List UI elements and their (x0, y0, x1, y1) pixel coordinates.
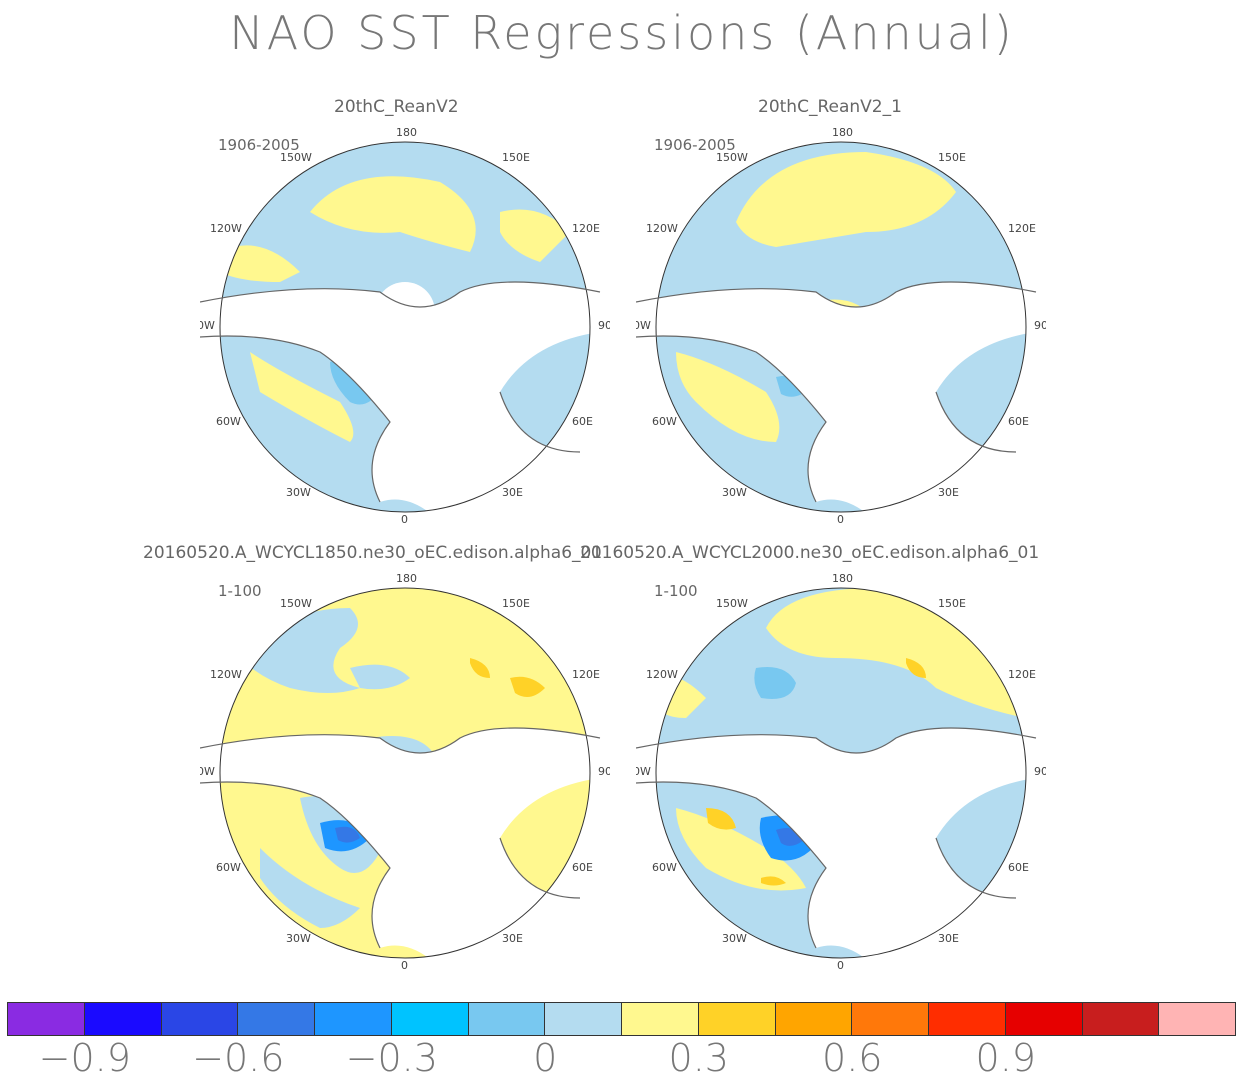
colorbar-box (237, 1002, 315, 1036)
lon-label: 180 (396, 126, 417, 139)
lon-label: 180 (832, 572, 853, 585)
lon-label: 90E (598, 765, 610, 778)
lon-label: 120E (1008, 222, 1036, 235)
lon-label: 180 (832, 126, 853, 139)
lon-label: 120W (646, 668, 678, 681)
colorbar-box (851, 1002, 929, 1036)
lon-label: 120W (210, 222, 242, 235)
lon-label: 120W (210, 668, 242, 681)
colorbar-box (928, 1002, 1006, 1036)
lon-label: 90W (636, 319, 651, 332)
colorbar-tick-label: −0.9 (38, 1036, 131, 1080)
panel-2-period: 1906-2005 (654, 136, 736, 154)
lon-label: 150W (280, 151, 312, 164)
panel-3-title: 20160520.A_WCYCL1850.ne30_oEC.edison.alp… (143, 543, 603, 563)
lon-label: 150W (716, 597, 748, 610)
panel-1-map: 180 150E 120E 90E 60E 30E 0 30W 60W 90W … (200, 126, 610, 526)
colorbar-box (390, 1002, 469, 1036)
colorbar-tick-label: −0.3 (345, 1036, 438, 1080)
colorbar-box (314, 1002, 392, 1036)
colorbar-box (1081, 1002, 1160, 1036)
panel-3-period: 1-100 (218, 582, 262, 600)
panel-4-title: 20160520.A_WCYCL2000.ne30_oEC.edison.alp… (580, 543, 1040, 563)
lon-label: 180 (396, 572, 417, 585)
colorbar-tick-label: 0.9 (975, 1036, 1036, 1080)
lon-label: 150E (502, 151, 530, 164)
lon-label: 150W (716, 151, 748, 164)
colorbar-box (83, 1002, 162, 1036)
colorbar-box (7, 1002, 85, 1036)
colorbar-tick-label: 0.6 (822, 1036, 883, 1080)
lon-label: 90E (1034, 319, 1046, 332)
lon-label: 150E (938, 151, 966, 164)
lon-label: 30W (286, 932, 311, 945)
lon-label: 120W (646, 222, 678, 235)
panel-1-period: 1906-2005 (218, 136, 300, 154)
panel-3-map: 180 150E 120E 90E 60E 30E 0 30W 60W 90W … (200, 572, 610, 972)
lon-label: 60W (652, 415, 677, 428)
lon-label: 0 (401, 513, 408, 526)
lon-label: 60E (1008, 415, 1029, 428)
lon-label: 30E (938, 486, 959, 499)
lon-label: 60E (572, 415, 593, 428)
panel-1-title: 20thC_ReanV2 (334, 97, 459, 117)
lon-label: 90E (598, 319, 610, 332)
lon-label: 120E (1008, 668, 1036, 681)
lon-label: 150E (502, 597, 530, 610)
lon-label: 0 (837, 513, 844, 526)
lon-label: 0 (837, 959, 844, 972)
lon-label: 150E (938, 597, 966, 610)
lon-label: 30E (502, 932, 523, 945)
panel-4-map: 180 150E 120E 90E 60E 30E 0 30W 60W 90W … (636, 572, 1046, 972)
lon-label: 60W (216, 415, 241, 428)
colorbar (7, 1002, 1236, 1036)
lon-label: 90W (636, 765, 651, 778)
lon-label: 120E (572, 668, 600, 681)
colorbar-box (1158, 1002, 1236, 1036)
lon-label: 120E (572, 222, 600, 235)
lon-label: 60W (652, 861, 677, 874)
lon-label: 30W (722, 932, 747, 945)
colorbar-tick-label: 0 (533, 1036, 558, 1080)
colorbar-box (544, 1002, 622, 1036)
colorbar-box (467, 1002, 546, 1036)
panel-2-title: 20thC_ReanV2_1 (758, 97, 902, 117)
lon-label: 60W (216, 861, 241, 874)
lon-label: 90W (200, 319, 215, 332)
colorbar-box (774, 1002, 853, 1036)
lon-label: 30E (938, 932, 959, 945)
lon-label: 30E (502, 486, 523, 499)
lon-label: 60E (572, 861, 593, 874)
colorbar-box (621, 1002, 699, 1036)
panel-4-period: 1-100 (654, 582, 698, 600)
colorbar-box (1004, 1002, 1083, 1036)
lon-label: 60E (1008, 861, 1029, 874)
colorbar-tick-label: 0.3 (668, 1036, 729, 1080)
colorbar-tick-label: −0.6 (192, 1036, 285, 1080)
lon-label: 90W (200, 765, 215, 778)
lon-label: 150W (280, 597, 312, 610)
colorbar-labels: −0.9 −0.6 −0.3 0 0.3 0.6 0.9 (0, 1036, 1244, 1082)
colorbar-box (160, 1002, 239, 1036)
lon-label: 90E (1034, 765, 1046, 778)
colorbar-box (697, 1002, 776, 1036)
lon-label: 0 (401, 959, 408, 972)
panel-2-map: 180 150E 120E 90E 60E 30E 0 30W 60W 90W … (636, 126, 1046, 526)
lon-label: 30W (286, 486, 311, 499)
figure-title: NAO SST Regressions (Annual) (229, 6, 1015, 60)
lon-label: 30W (722, 486, 747, 499)
